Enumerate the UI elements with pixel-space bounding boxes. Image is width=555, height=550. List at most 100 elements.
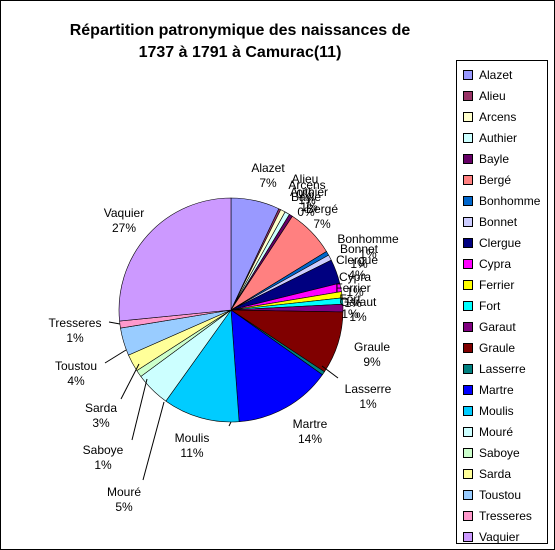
legend-label: Alieu bbox=[479, 88, 506, 103]
legend-item-garaut: Garaut bbox=[457, 316, 547, 337]
legend-item-ferrier: Ferrier bbox=[457, 274, 547, 295]
pie-slice-moulis bbox=[165, 309, 240, 423]
data-label-name: Mouré bbox=[107, 485, 141, 499]
legend-swatch bbox=[463, 132, 473, 143]
legend-item-clergue: Clergue bbox=[457, 232, 547, 253]
data-label-name: Tresseres bbox=[49, 316, 102, 330]
data-label-toustou: Toustou 4% bbox=[55, 359, 97, 388]
data-label-percent: 1% bbox=[298, 193, 316, 207]
legend-label: Saboye bbox=[479, 445, 520, 460]
legend-item-vaquier: Vaquier bbox=[457, 526, 547, 547]
legend-item-bonhomme: Bonhomme bbox=[457, 190, 547, 211]
data-label-graule: Graule 9% bbox=[354, 340, 390, 369]
legend-swatch bbox=[463, 447, 473, 458]
data-label-name: Toustou bbox=[55, 359, 97, 373]
legend-label: Authier bbox=[479, 130, 518, 145]
data-label-name: Graule bbox=[354, 340, 390, 354]
legend-item-authier: Authier bbox=[457, 127, 547, 148]
legend-item-arcens: Arcens bbox=[457, 106, 547, 127]
data-label-percent: 1% bbox=[94, 458, 112, 472]
legend-swatch bbox=[463, 90, 473, 101]
data-label-name: Martre bbox=[293, 417, 328, 431]
legend-swatch bbox=[463, 153, 473, 164]
data-label-authier: Authier 1% bbox=[290, 185, 328, 214]
data-label-percent: 1% bbox=[346, 285, 364, 299]
legend-swatch bbox=[463, 489, 473, 500]
data-label-percent: 1% bbox=[350, 257, 368, 271]
data-label-name: Bonhomme bbox=[337, 232, 399, 246]
legend-label: Bonnet bbox=[479, 214, 518, 229]
data-label-bergé: Bergé 7% bbox=[306, 202, 338, 231]
data-label-alazet: Alazet 7% bbox=[251, 161, 285, 190]
data-label-percent: 14% bbox=[298, 432, 322, 446]
data-label-alieu: Alieu 0% bbox=[292, 172, 319, 201]
data-label-mouré: Mouré 5% bbox=[107, 485, 141, 514]
data-label-percent: 1% bbox=[344, 296, 362, 310]
data-label-percent: 4% bbox=[67, 374, 85, 388]
legend-label: Fort bbox=[479, 298, 501, 313]
legend-swatch bbox=[463, 363, 473, 374]
legend-label: Garaut bbox=[479, 319, 516, 334]
data-label-percent: 4% bbox=[348, 268, 366, 282]
legend-item-graule: Graule bbox=[457, 337, 547, 358]
legend-item-martre: Martre bbox=[457, 379, 547, 400]
data-label-percent: 9% bbox=[363, 355, 381, 369]
data-label-bayle: Bayle 0% bbox=[291, 190, 321, 219]
data-label-name: Saboye bbox=[83, 443, 124, 457]
leader-line-toustou bbox=[104, 349, 127, 364]
legend-item-lasserre: Lasserre bbox=[457, 358, 547, 379]
data-label-fort: Fort 1% bbox=[339, 292, 361, 321]
legend-item-cypra: Cypra bbox=[457, 253, 547, 274]
data-label-name: Moulis bbox=[175, 431, 210, 445]
data-label-name: Bonnet bbox=[340, 242, 379, 256]
data-label-name: Authier bbox=[290, 185, 328, 199]
data-label-moulis: Moulis 11% bbox=[175, 431, 210, 460]
data-label-cypra: Cypra 1% bbox=[339, 270, 371, 299]
legend: Alazet Alieu Arcens Authier Bayle Bergé Bonhom… bbox=[456, 60, 548, 544]
legend-swatch bbox=[463, 195, 473, 206]
legend-item-tresseres: Tresseres bbox=[457, 505, 547, 526]
legend-label: Moulis bbox=[479, 403, 514, 418]
chart-title: Répartition patronymique des naissances … bbox=[69, 22, 411, 61]
legend-label: Cypra bbox=[479, 256, 512, 271]
data-label-percent: 3% bbox=[92, 416, 110, 430]
legend-swatch bbox=[463, 279, 473, 290]
legend-swatch bbox=[463, 405, 473, 416]
data-label-bonhomme: Bonhomme 1% bbox=[337, 232, 399, 261]
data-label-percent: 1% bbox=[66, 331, 84, 345]
leader-line-moulis bbox=[228, 421, 232, 427]
legend-label: Mouré bbox=[479, 424, 514, 439]
legend-label: Bayle bbox=[479, 151, 510, 166]
data-label-sarda: Sarda 3% bbox=[85, 401, 117, 430]
data-label-tresseres: Tresseres 1% bbox=[49, 316, 102, 345]
data-label-percent: 1% bbox=[349, 310, 367, 324]
legend-label: Lasserre bbox=[479, 361, 526, 376]
legend-label: Martre bbox=[479, 382, 514, 397]
data-label-name: Alieu bbox=[292, 172, 319, 186]
data-label-name: Fort bbox=[339, 292, 361, 306]
legend-swatch bbox=[463, 69, 473, 80]
data-label-name: Alazet bbox=[251, 161, 285, 175]
data-label-name: Clergue bbox=[336, 253, 378, 267]
legend-item-saboye: Saboye bbox=[457, 442, 547, 463]
legend-swatch bbox=[463, 258, 473, 269]
legend-swatch bbox=[463, 342, 473, 353]
data-label-percent: 5% bbox=[115, 500, 133, 514]
data-label-percent: 0% bbox=[297, 205, 315, 219]
legend-label: Ferrier bbox=[479, 277, 515, 292]
legend-label: Vaquier bbox=[479, 529, 520, 544]
data-label-percent: 1% bbox=[300, 200, 318, 214]
legend-item-sarda: Sarda bbox=[457, 463, 547, 484]
legend-swatch bbox=[463, 321, 473, 332]
legend-swatch bbox=[463, 216, 473, 227]
legend-item-moulis: Moulis bbox=[457, 400, 547, 421]
legend-label: Graule bbox=[479, 340, 516, 355]
legend-label: Sarda bbox=[479, 466, 512, 481]
data-label-ferrier: Ferrier 1% bbox=[335, 281, 370, 310]
leader-line-sarda bbox=[120, 363, 140, 400]
legend-swatch bbox=[463, 111, 473, 122]
data-label-percent: 7% bbox=[259, 176, 277, 190]
data-label-saboye: Saboye 1% bbox=[83, 443, 124, 472]
data-label-percent: 7% bbox=[313, 217, 331, 231]
